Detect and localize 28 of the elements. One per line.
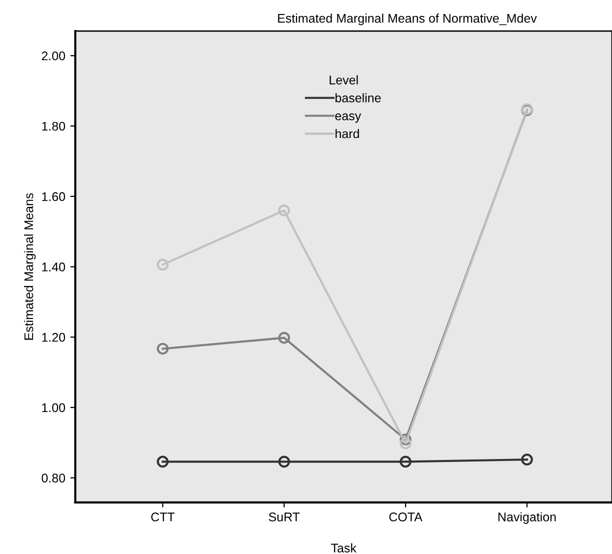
point — [156, 456, 169, 468]
point — [278, 204, 290, 216]
y-tick-label: 1.00 — [42, 403, 66, 412]
x-axis-title: Task — [331, 543, 357, 552]
legend-title: Level — [330, 75, 358, 84]
y-tick-label: 2.00 — [42, 51, 66, 60]
y-tick-label: 1.20 — [42, 332, 66, 342]
y-tick-label: 1.40 — [42, 262, 66, 272]
point — [278, 332, 290, 344]
point — [521, 454, 533, 466]
y-tick-label: 1.60 — [42, 192, 66, 202]
y-tick-label: 0.80 — [42, 474, 66, 482]
point — [400, 434, 412, 446]
point — [278, 456, 290, 468]
point — [400, 437, 412, 450]
x-tick-label: SuRT — [268, 512, 300, 522]
legend-label: hard — [336, 128, 359, 138]
point — [156, 342, 169, 355]
x-tick-label: COTA — [389, 512, 422, 522]
y-axis-title: Estimated Marginal Means — [24, 193, 36, 340]
legend-label: easy — [335, 113, 362, 123]
x-tick-label: CTT — [151, 512, 175, 522]
point — [400, 456, 412, 468]
chart-title: Estimated Marginal Means of Normative_Mdev — [278, 14, 537, 26]
legend-label: baseline — [336, 93, 381, 102]
x-tick-label: Navigation — [498, 512, 556, 524]
point — [156, 258, 169, 271]
y-tick-label: 1.80 — [42, 122, 66, 131]
